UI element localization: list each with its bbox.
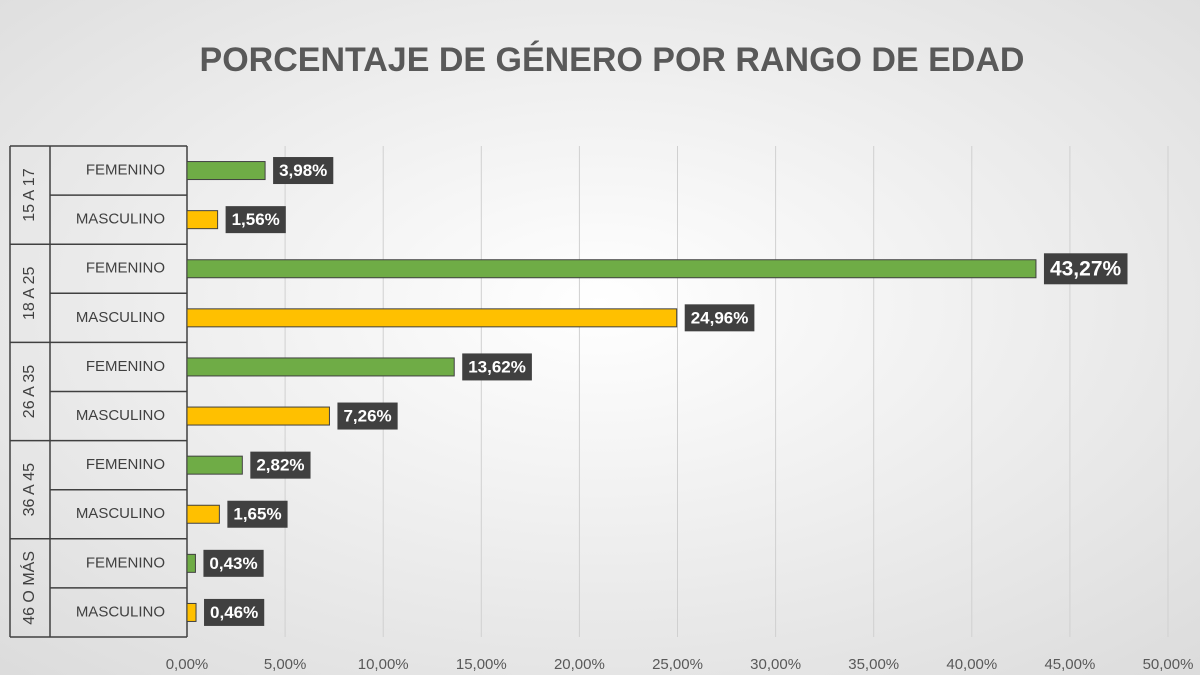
y-tick-label: MASCULINO xyxy=(76,505,165,522)
group-label: 18 A 25 xyxy=(21,267,38,320)
bar xyxy=(186,455,243,475)
x-tick-label: 40,00% xyxy=(946,656,997,673)
value-label: 43,27% xyxy=(1043,253,1128,285)
value-label-text: 24,96% xyxy=(691,308,749,327)
y-tick-label: MASCULINO xyxy=(76,603,165,620)
group-label: 15 A 17 xyxy=(21,168,38,221)
bar xyxy=(186,210,219,230)
bar xyxy=(186,161,266,181)
value-label-box xyxy=(684,304,755,332)
value-label-text: 0,46% xyxy=(210,603,258,622)
value-label-text: 3,98% xyxy=(279,161,327,180)
value-label: 24,96% xyxy=(684,304,755,332)
bar xyxy=(186,406,330,426)
value-label-text: 1,65% xyxy=(233,505,281,524)
y-tick-label: FEMENINO xyxy=(86,260,165,277)
value-label: 13,62% xyxy=(462,353,532,381)
y-tick-label: MASCULINO xyxy=(76,211,165,228)
y-tick-label: MASCULINO xyxy=(76,309,165,326)
value-label-box xyxy=(462,353,532,381)
value-label: 1,65% xyxy=(227,500,288,528)
value-label: 0,43% xyxy=(203,549,264,577)
x-tick-label: 35,00% xyxy=(848,656,899,673)
chart-title: PORCENTAJE DE GÉNERO POR RANGO DE EDAD xyxy=(200,41,1025,79)
x-tick-label: 0,00% xyxy=(166,656,209,673)
value-label-text: 2,82% xyxy=(256,456,304,475)
x-tick-label: 5,00% xyxy=(264,656,307,673)
y-tick-label: FEMENINO xyxy=(86,162,165,179)
value-label-box xyxy=(250,451,311,479)
group-label: 26 A 35 xyxy=(21,365,38,418)
x-tick-label: 20,00% xyxy=(554,656,605,673)
x-tick-label: 30,00% xyxy=(750,656,801,673)
y-tick-label: FEMENINO xyxy=(86,358,165,375)
value-label-box xyxy=(204,598,265,626)
value-label-text: 13,62% xyxy=(468,357,526,376)
value-label: 2,82% xyxy=(250,451,311,479)
x-tick-label: 25,00% xyxy=(652,656,703,673)
group-label: 36 A 45 xyxy=(21,463,38,516)
value-label-text: 7,26% xyxy=(343,407,391,426)
group-label: 46 O MÁS xyxy=(19,551,38,625)
y-tick-label: FEMENINO xyxy=(86,554,165,571)
bar xyxy=(186,553,196,573)
y-tick-label: FEMENINO xyxy=(86,456,165,473)
x-tick-label: 45,00% xyxy=(1044,656,1095,673)
value-label: 7,26% xyxy=(337,402,398,430)
value-label-text: 0,43% xyxy=(209,554,257,573)
value-label-box xyxy=(337,402,398,430)
value-label-box xyxy=(1043,253,1128,285)
value-label-text: 1,56% xyxy=(232,210,280,229)
value-label: 3,98% xyxy=(273,157,334,185)
bar xyxy=(186,357,455,377)
bar xyxy=(186,602,197,622)
value-label-box xyxy=(273,157,334,185)
value-label-text: 43,27% xyxy=(1050,257,1122,280)
x-tick-label: 50,00% xyxy=(1143,656,1194,673)
bar xyxy=(186,259,1037,279)
x-tick-label: 10,00% xyxy=(358,656,409,673)
value-label-box xyxy=(203,549,264,577)
value-label: 0,46% xyxy=(204,598,265,626)
value-label-box xyxy=(227,500,288,528)
bar xyxy=(186,308,678,328)
value-label: 1,56% xyxy=(225,206,286,234)
y-tick-label: MASCULINO xyxy=(76,407,165,424)
bar xyxy=(186,504,220,524)
x-tick-label: 15,00% xyxy=(456,656,507,673)
value-label-box xyxy=(225,206,286,234)
